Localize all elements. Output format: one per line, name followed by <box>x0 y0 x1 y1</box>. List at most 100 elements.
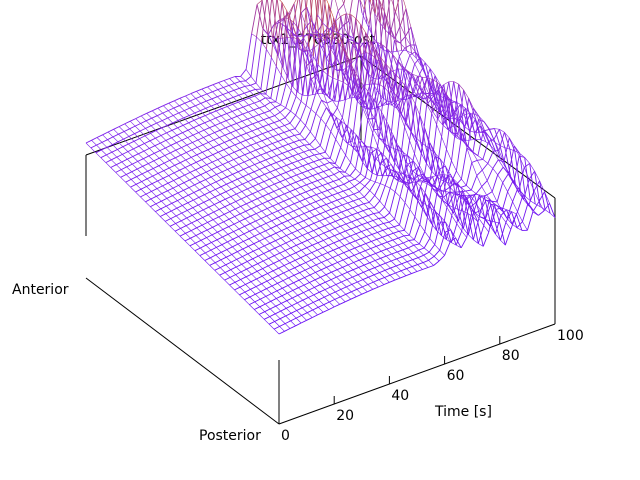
mesh-segment <box>233 97 239 103</box>
mesh-segment <box>415 137 421 143</box>
mesh-segment <box>205 244 212 251</box>
mesh-segment <box>367 288 373 293</box>
mesh-segment <box>220 191 227 195</box>
mesh-segment <box>349 242 356 249</box>
mesh-segment <box>346 214 353 218</box>
mesh-segment <box>217 231 223 238</box>
mesh-segment <box>439 221 446 233</box>
mesh-segment <box>363 262 370 266</box>
mesh-segment <box>176 207 182 214</box>
mesh-segment <box>401 0 407 51</box>
mesh-segment <box>419 115 426 130</box>
mesh-segment <box>368 269 375 276</box>
mesh-segment <box>334 299 340 305</box>
mesh-segment <box>312 244 318 251</box>
mesh-segment <box>339 240 345 246</box>
mesh-segment <box>217 159 223 165</box>
mesh-segment <box>335 211 342 215</box>
mesh-segment <box>91 137 98 141</box>
mesh-segment <box>373 0 380 41</box>
mesh-segment <box>382 124 389 159</box>
mesh-segment <box>279 326 285 332</box>
mesh-segment <box>423 97 430 100</box>
mesh-segment <box>312 306 319 311</box>
mesh-segment <box>262 265 269 270</box>
mesh-segment <box>424 174 430 183</box>
mesh-segment <box>113 129 119 135</box>
mesh-segment <box>347 202 353 209</box>
mesh-segment <box>393 226 400 232</box>
mesh-segment <box>368 118 375 130</box>
mesh-segment <box>145 198 152 203</box>
mesh-segment <box>319 85 326 94</box>
mesh-segment <box>502 182 508 192</box>
mesh-segment <box>319 39 325 44</box>
mesh-segment <box>291 37 299 93</box>
mesh-segment <box>419 57 426 63</box>
mesh-segment <box>417 167 425 182</box>
mesh-row <box>204 84 482 261</box>
mesh-segment <box>352 276 358 283</box>
mesh-segment <box>96 144 102 151</box>
mesh-segment <box>355 18 362 55</box>
mesh-segment <box>288 203 295 207</box>
mesh-segment <box>337 107 343 118</box>
mesh-segment <box>283 272 289 279</box>
mesh-segment <box>202 209 209 216</box>
mesh-segment <box>214 201 220 205</box>
mesh-segment <box>180 159 186 164</box>
mesh-segment <box>314 213 321 217</box>
mesh-segment <box>349 180 355 187</box>
mesh-segment <box>370 41 377 60</box>
mesh-segment <box>271 217 278 222</box>
mesh-segment <box>363 9 370 25</box>
mesh-segment <box>513 155 520 184</box>
mesh-segment <box>354 247 360 254</box>
mesh-segment <box>257 198 263 204</box>
mesh-segment <box>261 140 268 146</box>
mesh-segment <box>158 165 164 171</box>
mesh-segment <box>278 265 285 269</box>
mesh-segment <box>169 164 175 169</box>
mesh-segment <box>484 132 491 139</box>
mesh-segment <box>283 136 290 140</box>
mesh-segment <box>332 185 339 189</box>
mesh-segment <box>435 153 441 160</box>
mesh-segment <box>142 163 149 167</box>
mesh-segment <box>304 51 311 64</box>
mesh-segment <box>370 152 377 159</box>
mesh-segment <box>272 203 279 207</box>
mesh-segment <box>342 81 349 86</box>
mesh-segment <box>232 104 238 110</box>
mesh-segment <box>262 268 268 274</box>
mesh-segment <box>368 267 375 271</box>
mesh-segment <box>247 116 254 120</box>
mesh-segment <box>409 54 415 64</box>
box-floor-front-edge <box>278 323 556 425</box>
mesh-segment <box>240 76 246 82</box>
mesh-segment <box>242 173 249 178</box>
mesh-segment <box>295 257 301 261</box>
mesh-segment <box>235 205 241 210</box>
mesh-segment <box>314 276 321 281</box>
mesh-segment <box>411 75 418 95</box>
mesh-segment <box>197 212 203 218</box>
mesh-segment <box>318 299 324 305</box>
mesh-segment <box>413 244 419 251</box>
mesh-segment <box>362 284 369 288</box>
mesh-segment <box>228 82 235 86</box>
mesh-segment <box>180 220 187 226</box>
mesh-segment <box>431 113 437 125</box>
mesh-segment <box>221 108 227 114</box>
mesh-segment <box>247 186 254 190</box>
mesh-segment <box>407 70 413 75</box>
mesh-segment <box>302 0 308 38</box>
mesh-segment <box>544 209 551 214</box>
mesh-segment <box>313 294 320 301</box>
mesh-segment <box>404 44 411 49</box>
mesh-segment <box>297 92 303 96</box>
mesh-segment <box>105 162 111 168</box>
mesh-segment <box>456 244 462 249</box>
mesh-segment <box>155 200 162 205</box>
mesh-segment <box>333 38 341 102</box>
